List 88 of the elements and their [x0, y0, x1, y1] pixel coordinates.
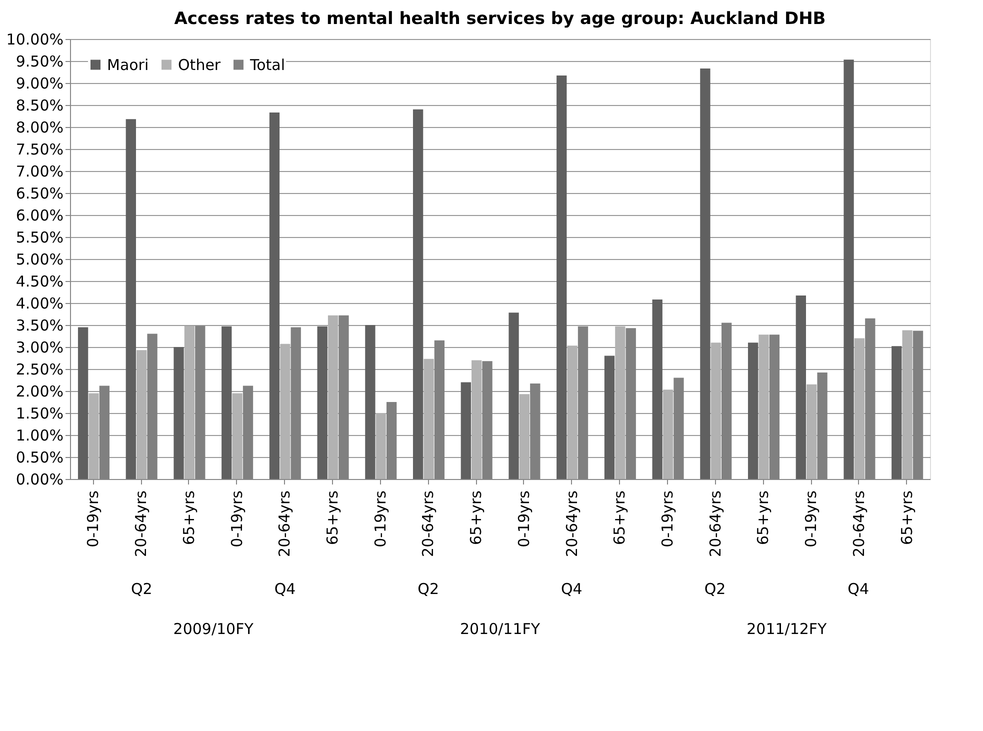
bar: [424, 358, 434, 479]
y-tick-label: 4.50%: [16, 272, 64, 290]
y-tick-label: 0.50%: [16, 448, 64, 466]
bar: [88, 393, 99, 479]
x-tick-label: 65+yrs: [610, 490, 629, 546]
bar: [652, 299, 662, 479]
text: 2011/12FY: [746, 620, 828, 638]
y-tick-label: 3.50%: [16, 316, 64, 334]
x-tick-label: 0-19yrs: [514, 490, 533, 548]
x-tick-label: 65+yrs: [467, 490, 486, 546]
bar: [604, 356, 615, 479]
bar: [365, 325, 376, 479]
y-tick-label: 2.50%: [16, 360, 64, 378]
bar: [317, 326, 328, 479]
text: Q2: [130, 580, 152, 598]
y-tick-label: 6.00%: [16, 206, 64, 224]
bar: [508, 312, 519, 479]
bar: [232, 393, 242, 479]
text: 2009/10FY: [173, 620, 254, 638]
text: Q4: [848, 580, 870, 598]
y-tick-label: 2.00%: [16, 382, 64, 400]
bar: [844, 60, 854, 479]
bar: [892, 346, 902, 479]
text: Q2: [418, 580, 440, 598]
x-tick-label: 20-64yrs: [706, 490, 724, 557]
y-tick-label: 8.00%: [16, 118, 64, 136]
x-tick-label: 65+yrs: [324, 490, 342, 546]
bar: [615, 326, 626, 479]
bar: [184, 326, 195, 479]
x-tick-label: 0-19yrs: [658, 490, 676, 548]
bar: [280, 344, 290, 479]
bar: [710, 342, 721, 479]
x-tick-label: 0-19yrs: [371, 490, 390, 548]
y-tick-label: 10.00%: [6, 30, 64, 48]
y-tick-label: 0.00%: [16, 470, 64, 488]
bar: [556, 76, 567, 479]
bar: [136, 350, 147, 479]
y-tick-label: 1.00%: [16, 426, 64, 444]
y-tick-label: 5.00%: [16, 250, 64, 268]
x-tick-label: 20-64yrs: [132, 490, 150, 557]
legend-label: Total: [249, 56, 286, 74]
bar: [854, 338, 865, 479]
y-tick-label: 6.50%: [16, 184, 64, 202]
x-tick-label: 65+yrs: [898, 490, 916, 546]
bar: [796, 296, 806, 479]
y-tick-label: 9.00%: [16, 74, 64, 92]
bar: [376, 413, 386, 479]
text: 2010/11FY: [460, 620, 541, 638]
y-tick-label: 5.50%: [16, 228, 64, 246]
bar: [78, 327, 88, 479]
chart-title: Access rates to mental health services by age group: Auckland DHB: [174, 9, 826, 29]
x-tick-label: 0-19yrs: [802, 490, 820, 548]
bar: [700, 68, 710, 479]
bar: [174, 347, 184, 479]
y-tick-label: 9.50%: [16, 52, 64, 70]
bar: [222, 326, 232, 479]
bar: [806, 384, 817, 479]
bar: [460, 382, 471, 479]
legend-label: Other: [178, 56, 222, 74]
x-tick-label: 0-19yrs: [228, 490, 246, 548]
text: Q4: [274, 580, 296, 598]
x-tick-label: 65+yrs: [180, 490, 198, 546]
x-tick-label: 65+yrs: [754, 490, 772, 546]
y-tick-label: 8.50%: [16, 96, 64, 114]
x-tick-label: 0-19yrs: [84, 490, 102, 548]
y-tick-label: 1.50%: [16, 404, 64, 422]
bar: [472, 360, 482, 479]
y-tick-label: 7.00%: [16, 162, 64, 180]
bar: [412, 109, 424, 479]
bar: [758, 334, 769, 479]
bar: [269, 112, 280, 479]
bar: [567, 346, 578, 479]
y-tick-label: 3.00%: [16, 338, 64, 356]
x-tick-label: 20-64yrs: [562, 490, 581, 557]
x-tick-label: 20-64yrs: [850, 490, 868, 557]
y-tick-label: 7.50%: [16, 140, 64, 158]
x-tick-label: 20-64yrs: [419, 490, 438, 557]
text: Q4: [560, 580, 582, 598]
text: Q2: [704, 580, 726, 598]
y-tick-label: 4.00%: [16, 294, 64, 312]
bar: [662, 390, 674, 479]
bar: [328, 315, 338, 479]
legend-label: Maori: [107, 56, 149, 74]
x-tick-label: 20-64yrs: [276, 490, 294, 557]
bar: [126, 119, 136, 479]
bar: [902, 330, 912, 479]
bar: [519, 394, 530, 479]
bar: [748, 342, 758, 479]
